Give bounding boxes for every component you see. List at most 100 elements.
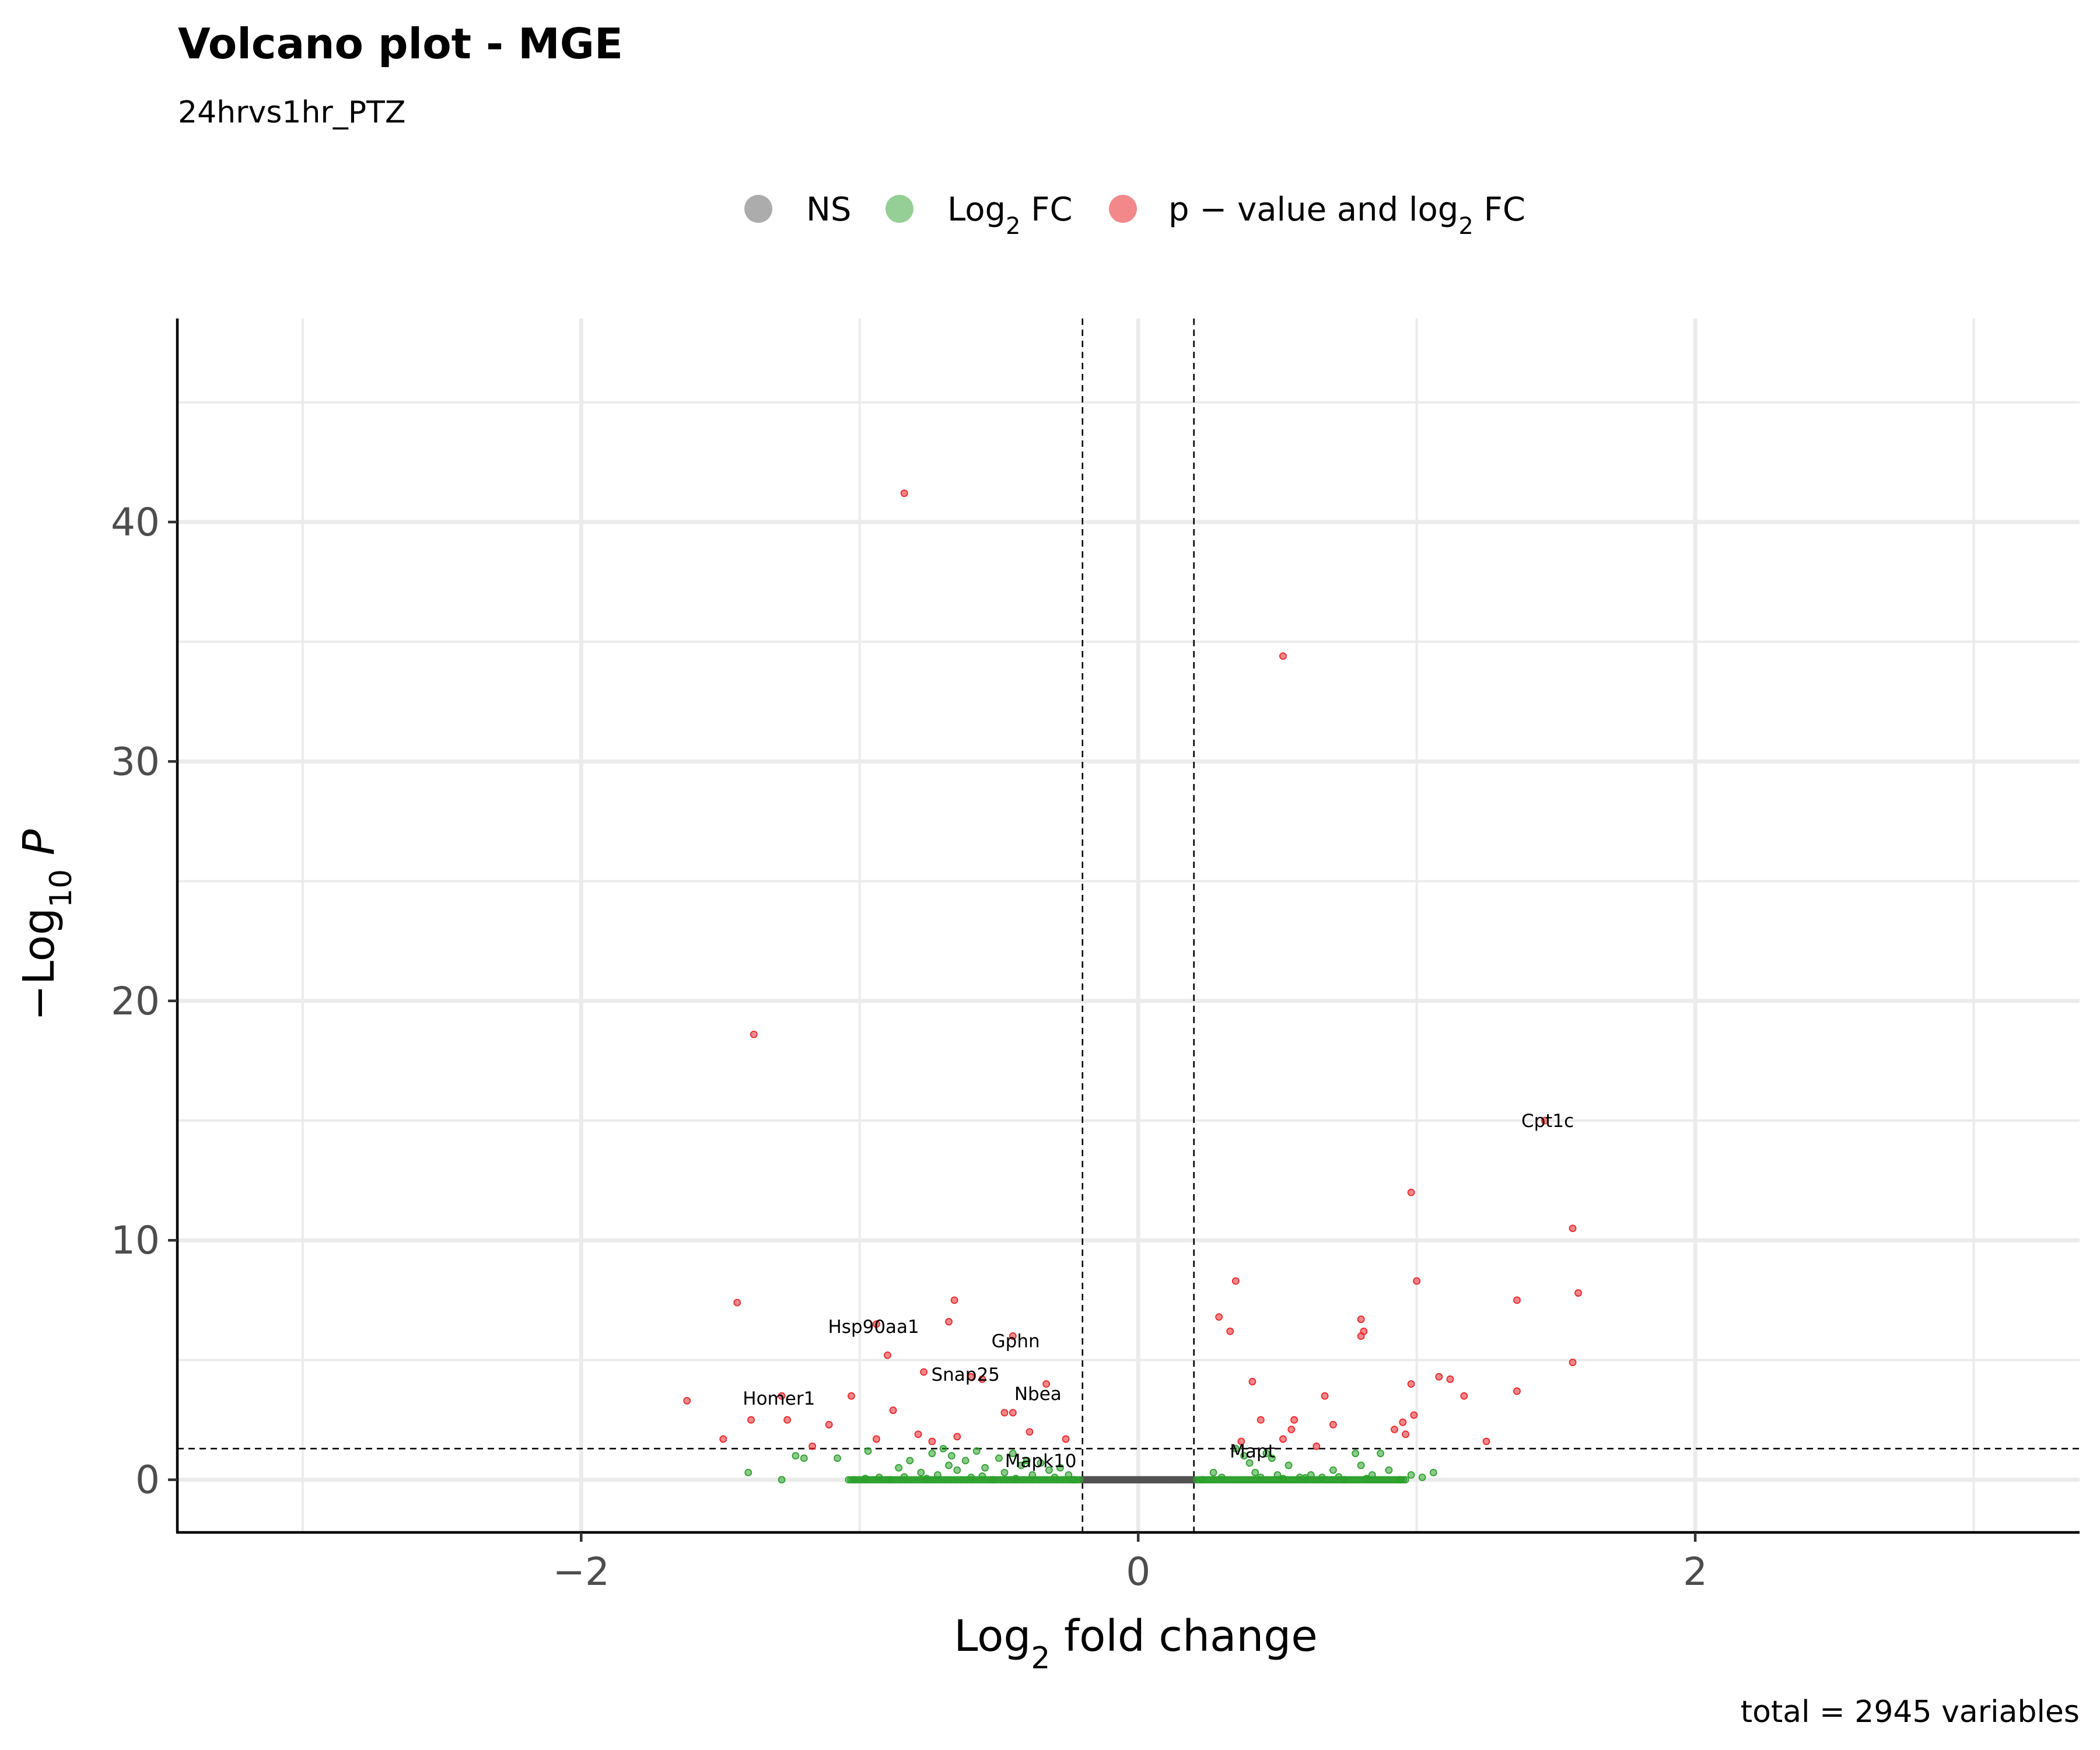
point-p_fc [884, 1351, 891, 1359]
point-fc [1037, 1459, 1045, 1467]
point-fc [1262, 1450, 1270, 1457]
point-p_fc [683, 1396, 691, 1405]
point-fc [1023, 1457, 1031, 1465]
point-p_fc [928, 1437, 936, 1446]
y-tick-label: 40 [111, 500, 160, 545]
point-fc [1418, 1474, 1426, 1481]
point-fc [1012, 1475, 1020, 1483]
point-fc [1329, 1466, 1337, 1474]
point-p_fc [950, 1296, 958, 1304]
point-p_fc [1402, 1430, 1409, 1438]
gene-label: Mapt [1230, 1441, 1275, 1462]
point-p_fc [1357, 1332, 1365, 1340]
chart-caption: total = 2945 variables [1741, 1695, 2080, 1730]
x-tick-label: 0 [1126, 1549, 1150, 1594]
x-axis-ticks: −2 0 2 [553, 1532, 1707, 1594]
point-fc [864, 1447, 872, 1455]
gene-label: Hsp90aa1 [828, 1317, 919, 1338]
point-fc [1240, 1452, 1248, 1460]
point-fc [1251, 1468, 1259, 1476]
chart-title: Volcano plot - MGE [178, 19, 623, 68]
y-tick-label: 20 [111, 979, 160, 1024]
point-p_fc [808, 1442, 816, 1450]
y-tick-label: 0 [135, 1458, 160, 1503]
point-p_fc [1513, 1387, 1521, 1395]
point-p_fc [1446, 1375, 1454, 1383]
point-p_fc [1062, 1435, 1070, 1443]
y-tick-label: 10 [111, 1218, 160, 1263]
point-p_fc [1237, 1437, 1245, 1446]
point-p_fc [1541, 1116, 1549, 1125]
gene-label: Snap25 [931, 1364, 999, 1385]
point-p_fc [750, 1030, 758, 1038]
point-p_fc [967, 1373, 975, 1381]
threshold-lines [177, 318, 2080, 1532]
legend-swatch-ns [744, 195, 772, 223]
x-tick-label: 2 [1683, 1549, 1707, 1594]
point-p_fc [914, 1430, 922, 1438]
point-p_fc [873, 1320, 880, 1328]
point-fc [981, 1464, 989, 1472]
grid [177, 318, 2080, 1532]
y-tick-label: 30 [111, 739, 160, 784]
point-p_fc [920, 1368, 928, 1376]
y-axis-title: −Log10 P [14, 829, 79, 1021]
gene-label: Nbea [1014, 1384, 1062, 1405]
point-fc [900, 1473, 908, 1481]
point-fc [1070, 1476, 1078, 1484]
point-p_fc [900, 489, 908, 498]
chart-subtitle: 24hrvs1hr_PTZ [178, 95, 406, 130]
point-fc [861, 1475, 869, 1483]
point-fc [850, 1476, 858, 1484]
point-fc [744, 1468, 752, 1476]
legend-label-pvalue-log2fc: p − value and log2 FC [1168, 191, 1525, 240]
point-fc [972, 1447, 981, 1455]
point-fc [1357, 1461, 1365, 1469]
point-fc [1028, 1471, 1037, 1479]
point-p_fc [719, 1435, 727, 1443]
point-p_fc [1248, 1378, 1256, 1385]
point-p_fc [825, 1420, 833, 1429]
point-p_fc [978, 1375, 986, 1383]
x-axis-title: Log2 fold change [954, 1611, 1318, 1676]
point-fc [1017, 1461, 1026, 1469]
data-points [683, 489, 1582, 1484]
point-fc [1268, 1454, 1276, 1462]
point-fc [886, 1476, 894, 1484]
point-fc [1368, 1471, 1376, 1479]
point-p_fc [1407, 1188, 1415, 1196]
point-fc [1000, 1468, 1009, 1476]
gene-label: Homer1 [743, 1388, 815, 1409]
gene-label: Cpt1c [1521, 1111, 1574, 1132]
point-p_fc [1410, 1411, 1418, 1419]
legend: NS Log2 FC p − value and log2 FC [744, 191, 1525, 240]
point-fc [1385, 1466, 1393, 1474]
point-fc [1429, 1468, 1437, 1476]
point-fc [1209, 1468, 1217, 1476]
gene-label: Gphn [992, 1331, 1040, 1352]
point-p_fc [1026, 1428, 1034, 1436]
point-fc [1245, 1459, 1254, 1467]
point-p_fc [1009, 1409, 1017, 1417]
point-p_fc [889, 1406, 897, 1415]
point-fc [917, 1468, 925, 1476]
point-p_fc [1435, 1373, 1443, 1381]
point-p_fc [1321, 1392, 1329, 1400]
point-fc [800, 1454, 808, 1462]
point-p_fc [783, 1416, 792, 1424]
point-p_fc [1399, 1418, 1407, 1426]
point-fc [1051, 1474, 1059, 1481]
point-p_fc [945, 1318, 953, 1326]
point-p_fc [1569, 1359, 1577, 1366]
point-fc [922, 1475, 930, 1483]
point-fc [875, 1474, 883, 1481]
point-fc [792, 1452, 800, 1460]
point-p_fc [1513, 1296, 1521, 1304]
point-fc [1377, 1450, 1384, 1457]
legend-label-ns: NS [806, 191, 851, 229]
point-p_fc [1279, 652, 1287, 660]
point-fc [1231, 1444, 1240, 1452]
point-p_fc [1290, 1416, 1298, 1424]
point-fc [939, 1444, 947, 1452]
